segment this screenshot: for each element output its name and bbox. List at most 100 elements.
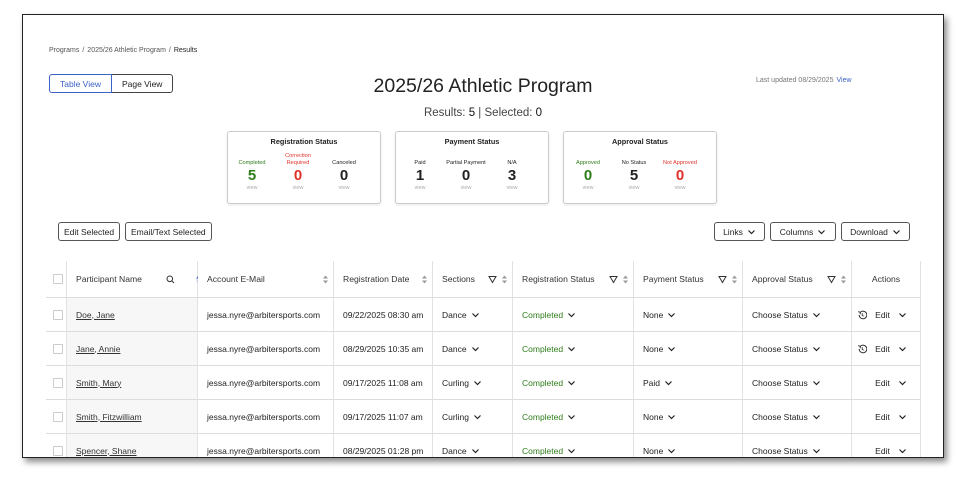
- dropdown-value[interactable]: Dance: [442, 343, 467, 354]
- participant-link[interactable]: Jane, Annie: [76, 343, 121, 354]
- view-link[interactable]: View: [836, 77, 852, 84]
- dropdown-value[interactable]: Paid: [643, 377, 661, 388]
- column-label[interactable]: Registration Date: [343, 274, 410, 284]
- status-view-link[interactable]: view: [338, 185, 350, 191]
- status-item: No Status 5 view: [611, 150, 657, 192]
- table-view-button[interactable]: Table View: [49, 74, 112, 93]
- dropdown-value[interactable]: Completed: [522, 343, 564, 354]
- column-header: Account E-Mail: [198, 261, 334, 298]
- status-view-link[interactable]: view: [506, 185, 518, 191]
- breadcrumb-separator: /: [168, 47, 171, 54]
- column-label[interactable]: Participant Name: [76, 274, 142, 284]
- status-item: Not Approved 0 view: [657, 150, 703, 192]
- row-checkbox[interactable]: [53, 411, 63, 422]
- chevron-icon: [812, 448, 820, 453]
- dropdown-value[interactable]: Dance: [442, 309, 467, 320]
- table-cell: Completed: [513, 400, 634, 434]
- toolbar-button[interactable]: Email/Text Selected: [125, 222, 212, 241]
- cell-text: jessa.nyre@arbitersports.com: [207, 377, 321, 388]
- column-label[interactable]: Sections: [442, 274, 475, 284]
- chevron-icon: [747, 229, 755, 234]
- status-item: Canceled 0 view: [321, 150, 367, 192]
- dropdown-value[interactable]: None: [643, 445, 664, 456]
- dropdown-button[interactable]: Columns: [770, 222, 836, 241]
- edit-action[interactable]: Edit: [875, 412, 907, 422]
- dropdown-value[interactable]: Choose Status: [752, 445, 808, 456]
- table-cell: [46, 366, 67, 400]
- row-checkbox[interactable]: [53, 445, 63, 456]
- dropdown-value[interactable]: Completed: [522, 411, 564, 422]
- dropdown-value[interactable]: Choose Status: [752, 343, 808, 354]
- results-label: Results:: [423, 107, 466, 119]
- filter-icon: [827, 275, 836, 283]
- status-card: Approval Status Approved 0 view No Status 5 vi…: [563, 131, 717, 204]
- column-label[interactable]: Account E-Mail: [207, 274, 265, 284]
- chevron-icon: [812, 312, 820, 317]
- selected-count: 0: [535, 107, 543, 119]
- status-view-link[interactable]: view: [582, 185, 594, 191]
- column-label[interactable]: Payment Status: [643, 274, 704, 284]
- edit-action[interactable]: Edit: [875, 344, 907, 354]
- participant-link[interactable]: Spencer, Shane: [76, 445, 137, 456]
- row-checkbox[interactable]: [53, 377, 63, 388]
- dropdown-value[interactable]: Completed: [522, 377, 564, 388]
- page-view-button[interactable]: Page View: [111, 74, 174, 93]
- column-header: Sections: [433, 261, 513, 298]
- sort-icon: [502, 275, 507, 283]
- edit-label: Edit: [875, 445, 890, 456]
- status-view-link[interactable]: view: [414, 185, 426, 191]
- status-item: Paid 1 view: [397, 150, 443, 192]
- status-view-link[interactable]: view: [246, 185, 258, 191]
- table-cell: Edit: [852, 332, 921, 366]
- status-view-link[interactable]: view: [674, 185, 686, 191]
- table-cell: Doe, Jane: [67, 298, 198, 332]
- sort-icon: [422, 275, 427, 283]
- edit-action[interactable]: Edit: [875, 378, 907, 388]
- chevron-icon: [474, 380, 481, 385]
- dropdown-value[interactable]: Completed: [522, 309, 564, 320]
- dropdown-value[interactable]: None: [643, 411, 664, 422]
- page-title: 2025/26 Athletic Program: [373, 75, 593, 97]
- table-cell: Choose Status: [743, 400, 852, 434]
- dropdown-value[interactable]: Choose Status: [752, 411, 808, 422]
- dropdown-value[interactable]: Completed: [522, 445, 564, 456]
- table-cell: None: [634, 400, 743, 434]
- edit-action[interactable]: Edit: [875, 310, 907, 320]
- dropdown-value[interactable]: Choose Status: [752, 309, 808, 320]
- participant-link[interactable]: Smith, Fitzwilliam: [76, 411, 142, 422]
- row-checkbox[interactable]: [53, 343, 63, 354]
- status-count: 1: [415, 167, 425, 184]
- column-header: Participant Name: [67, 261, 201, 298]
- edit-action[interactable]: Edit: [875, 446, 907, 456]
- status-view-link[interactable]: view: [292, 185, 304, 191]
- table-cell: Completed: [513, 434, 634, 457]
- breadcrumb-item[interactable]: 2025/26 Athletic Program: [87, 47, 166, 54]
- dropdown-value[interactable]: Curling: [442, 411, 469, 422]
- status-card: Registration Status Completed 5 view Correct…: [227, 131, 381, 204]
- dropdown-value[interactable]: Curling: [442, 377, 469, 388]
- column-label[interactable]: Approval Status: [752, 274, 813, 284]
- toolbar-button[interactable]: Edit Selected: [58, 222, 121, 241]
- table-cell: 08/29/2025 10:35 am: [334, 332, 433, 366]
- status-view-link[interactable]: view: [628, 185, 640, 191]
- row-checkbox[interactable]: [53, 274, 63, 284]
- status-count: 0: [461, 167, 471, 184]
- participant-link[interactable]: Smith, Mary: [76, 377, 122, 388]
- chevron-icon: [898, 414, 906, 419]
- dropdown-value[interactable]: Dance: [442, 445, 467, 456]
- column-header: Registration Status: [513, 261, 634, 298]
- status-item: Completed 5 view: [229, 150, 275, 192]
- table-cell: None: [634, 298, 743, 332]
- dropdown-value[interactable]: None: [643, 343, 664, 354]
- dropdown-value[interactable]: None: [643, 309, 664, 320]
- row-checkbox[interactable]: [53, 309, 63, 320]
- participant-link[interactable]: Doe, Jane: [76, 309, 115, 320]
- status-view-link[interactable]: view: [460, 185, 472, 191]
- column-label[interactable]: Actions: [871, 274, 901, 284]
- dropdown-value[interactable]: Choose Status: [752, 377, 808, 388]
- dropdown-button[interactable]: Download: [841, 222, 910, 241]
- breadcrumb-item[interactable]: Programs: [49, 47, 80, 54]
- column-label[interactable]: Registration Status: [522, 274, 595, 284]
- column-header: Actions: [852, 261, 921, 298]
- dropdown-button[interactable]: Links: [714, 222, 765, 241]
